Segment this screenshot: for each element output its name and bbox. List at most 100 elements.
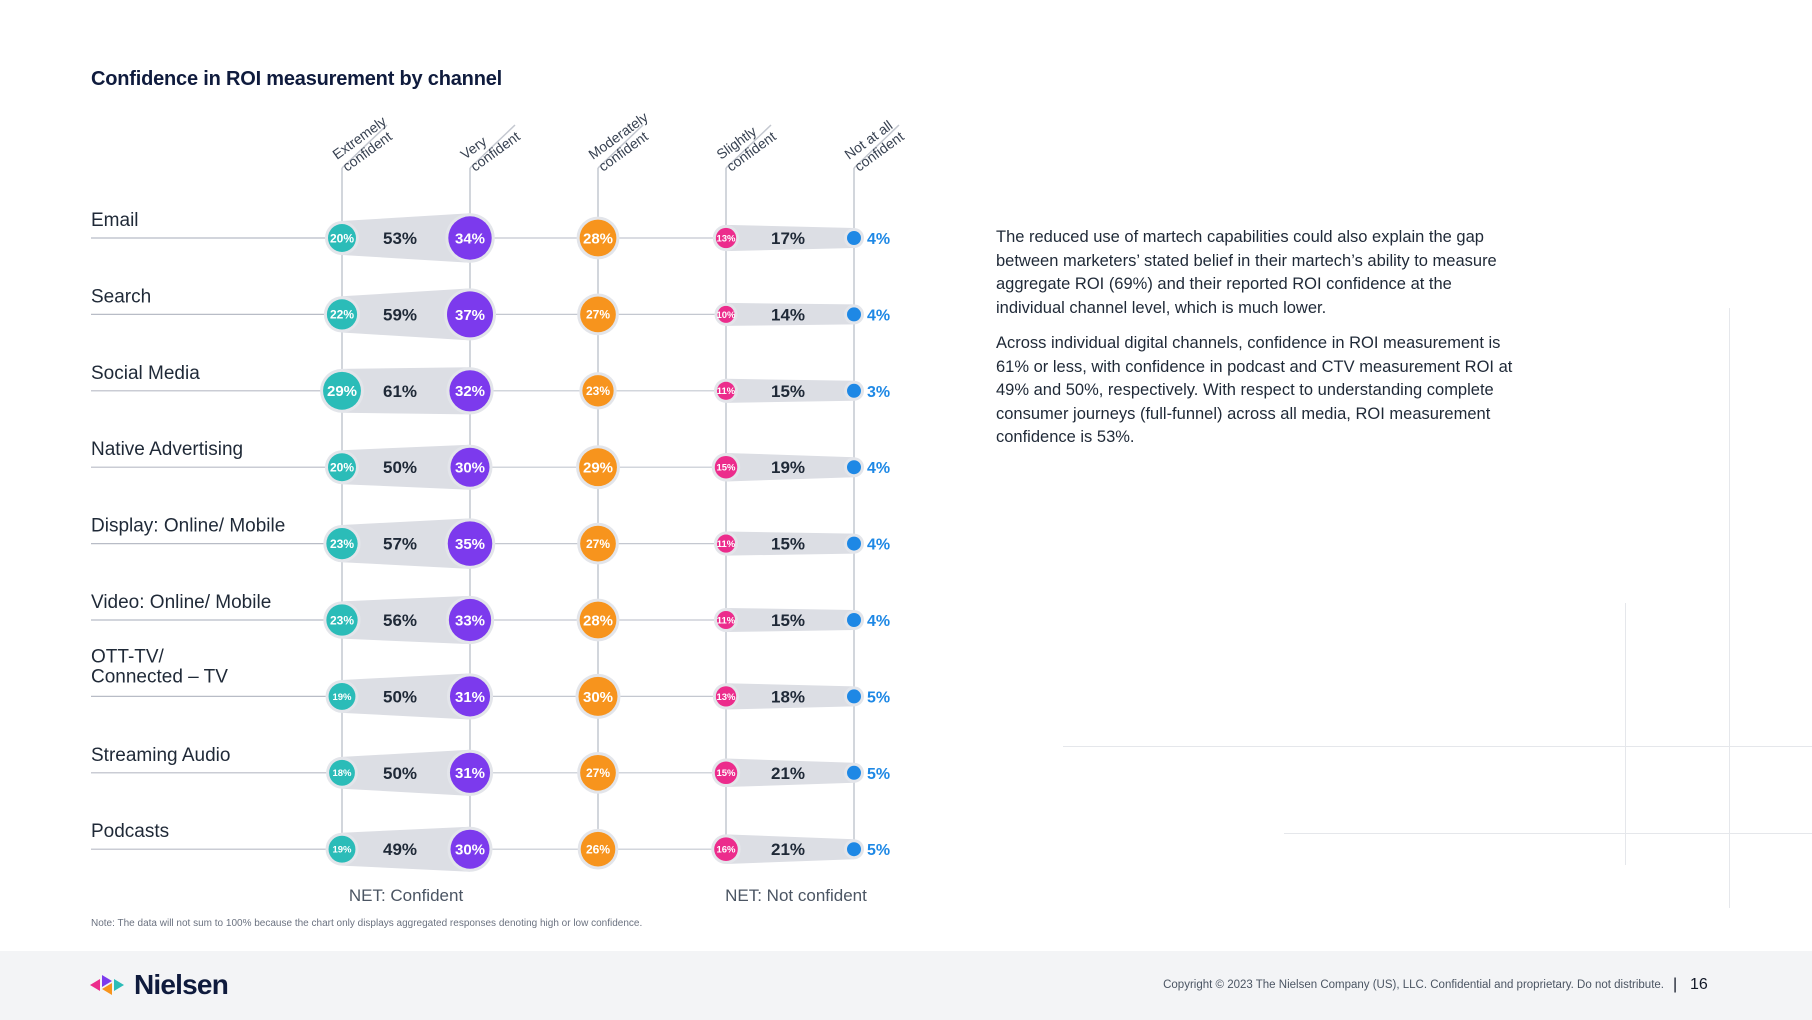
net-not-confident-band	[726, 378, 854, 403]
data-label-not_at_all: 4%	[867, 307, 890, 324]
column-guide-connector	[469, 124, 516, 169]
net-not-confident-band	[726, 531, 854, 556]
net-not-confident-band	[726, 834, 854, 864]
data-dot-extremely	[326, 527, 358, 560]
data-dot-very	[448, 216, 492, 260]
data-label-moderately: 30%	[583, 689, 613, 706]
net-confident-value: 57%	[383, 535, 417, 554]
data-label-not_at_all: 4%	[867, 613, 890, 630]
net-not-confident-value: 17%	[771, 229, 805, 248]
data-dot-very	[447, 521, 493, 566]
data-dot-very	[450, 829, 490, 869]
decor-line	[1284, 833, 1812, 834]
data-dot-extremely	[326, 604, 358, 636]
data-label-extremely: 20%	[330, 231, 354, 245]
data-dot-not_at_all	[847, 765, 861, 780]
net-confident-band	[342, 288, 470, 341]
data-dot-slightly	[716, 610, 736, 630]
data-dot-slightly	[716, 381, 736, 400]
data-dot-not_at_all	[847, 231, 861, 245]
data-label-very: 35%	[455, 536, 485, 553]
data-dot-not_at_all	[847, 460, 861, 475]
row-label: Video: Online/ Mobile	[91, 592, 271, 613]
data-dot-not_at_all	[847, 383, 861, 398]
data-dot-not_at_all	[847, 307, 861, 322]
net-confident-band	[342, 826, 470, 872]
decor-line	[1063, 746, 1812, 747]
column-guide-connector	[853, 124, 900, 169]
net-not-confident-band	[726, 452, 854, 482]
data-label-not_at_all: 5%	[867, 689, 890, 706]
data-dot-slightly	[715, 227, 737, 249]
data-dot-very	[449, 752, 491, 793]
data-dot-moderately	[580, 525, 616, 562]
net-confident-band	[342, 673, 470, 720]
data-label-extremely: 23%	[330, 537, 354, 551]
net-not-confident-value: 21%	[771, 840, 805, 859]
data-dot-extremely	[328, 835, 356, 863]
data-dot-slightly	[714, 455, 738, 479]
data-label-slightly: 11%	[717, 539, 736, 550]
row-label: OTT-TV/	[91, 646, 165, 667]
data-dot-moderately	[579, 219, 617, 257]
data-dot-moderately	[582, 375, 614, 407]
data-label-moderately: 28%	[583, 612, 613, 629]
data-dot-moderately	[578, 676, 618, 716]
data-dot-moderately	[579, 448, 617, 487]
data-dot-slightly	[714, 761, 738, 785]
data-label-slightly: 13%	[716, 692, 736, 703]
body-text: The reduced use of martech capabilities …	[996, 226, 1516, 462]
nielsen-logo-icon	[90, 975, 124, 995]
row-label: Search	[91, 286, 151, 307]
net-confident-band	[342, 749, 470, 796]
data-label-extremely: 19%	[332, 692, 352, 703]
data-dot-extremely	[328, 224, 356, 252]
data-label-not_at_all: 3%	[867, 384, 890, 401]
data-label-not_at_all: 4%	[867, 460, 890, 477]
net-confident-band	[342, 213, 470, 263]
data-label-slightly: 13%	[716, 233, 736, 244]
data-label-moderately: 29%	[583, 460, 613, 477]
row-label: Display: Online/ Mobile	[91, 516, 285, 537]
net-confident-value: 49%	[383, 840, 417, 859]
data-dot-moderately	[580, 754, 616, 791]
data-dot-slightly	[717, 305, 735, 323]
data-dot-not_at_all	[847, 689, 861, 704]
net-confident-band	[342, 367, 470, 415]
footer-divider: |	[1673, 976, 1678, 993]
copyright-text: Copyright © 2023 The Nielsen Company (US…	[1163, 979, 1664, 991]
data-dot-very	[448, 598, 492, 642]
data-dot-moderately	[580, 831, 616, 867]
data-dot-very	[449, 370, 491, 412]
paragraph-1: The reduced use of martech capabilities …	[996, 228, 1497, 317]
data-label-slightly: 11%	[717, 615, 736, 626]
data-label-moderately: 27%	[586, 766, 610, 780]
data-dot-not_at_all	[847, 842, 861, 857]
data-label-extremely: 23%	[330, 613, 354, 627]
data-dot-very	[450, 447, 490, 487]
net-not-confident-value: 15%	[771, 382, 805, 401]
data-label-extremely: 29%	[327, 383, 357, 400]
row-label: Social Media	[91, 363, 200, 384]
row-label: Native Advertising	[91, 439, 243, 460]
logo-text: Nielsen	[134, 969, 229, 1000]
data-label-extremely: 19%	[332, 845, 352, 856]
data-dot-extremely	[326, 299, 358, 330]
data-label-moderately: 26%	[586, 843, 610, 857]
net-confident-value: 50%	[383, 764, 417, 783]
net-not-confident-band	[726, 683, 854, 710]
data-dot-extremely	[329, 759, 355, 786]
row-label: Email	[91, 210, 139, 231]
data-dot-moderately	[579, 601, 617, 639]
data-label-very: 37%	[455, 307, 485, 324]
data-label-slightly: 15%	[716, 463, 736, 474]
net-confident-band	[342, 518, 470, 569]
net-confident-value: 50%	[383, 458, 417, 477]
net-not-confident-value: 15%	[771, 611, 805, 630]
net-not-confident-band	[726, 607, 854, 633]
data-dot-extremely	[323, 371, 361, 410]
data-label-very: 31%	[455, 765, 485, 782]
column-guide-connector	[341, 124, 388, 169]
data-label-not_at_all: 5%	[867, 766, 890, 783]
